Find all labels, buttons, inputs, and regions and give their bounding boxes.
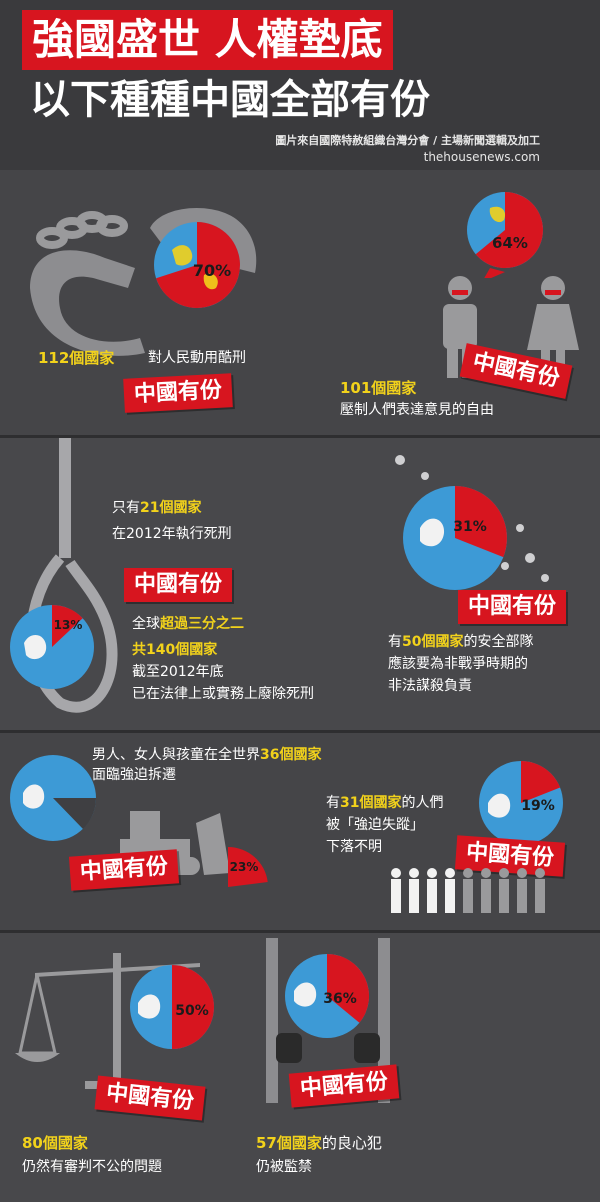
globe-torture: 70% — [154, 222, 240, 308]
title-banner: 強國盛世 人權墊底 — [22, 10, 393, 70]
percent-prisoners: 36% — [323, 991, 357, 1007]
death-line2: 在2012年執行死刑 — [112, 526, 232, 542]
killing-line3: 非法謀殺負責 — [388, 678, 472, 694]
killing-line1-num: 50個國家 — [402, 634, 464, 650]
death-line3-pre: 全球 — [132, 616, 160, 632]
killing-line1-pre: 有 — [388, 634, 402, 650]
globe-trial: 50% — [130, 965, 214, 1049]
divider — [0, 435, 600, 438]
disappear-line3: 下落不明 — [326, 839, 382, 855]
eviction-line1-pre: 男人、女人與孩童在全世界 — [92, 747, 260, 763]
section-eviction-disappearance: 23% 男人、女人與孩童在全世界36個國家 面臨強迫拆遷 中國有份 19% 有3… — [0, 733, 600, 930]
globe-prisoners: 36% — [285, 953, 370, 1038]
count-prisoners-post: 的良心犯 — [321, 1134, 382, 1152]
death-line3-hl: 超過三分之二 — [160, 616, 244, 632]
section-trial-prisoners: 50% 中國有份 80個國家 仍然有審判不公的問題 36% 中國有份 57個國家… — [0, 933, 600, 1202]
percent-trial: 50% — [175, 1003, 209, 1019]
percent-disappearance: 19% — [521, 798, 555, 814]
death-line5: 截至2012年底 — [132, 664, 224, 680]
count-torture: 112個國家 — [38, 349, 115, 367]
divider — [0, 930, 600, 933]
credit: 圖片來自國際特赦組織台灣分會 / 主場新聞選輯及加工 — [275, 134, 540, 147]
pie-eviction-wedge: 23% — [228, 847, 268, 887]
globe-disappearance: 19% — [479, 760, 563, 845]
count-trial: 80個國家 — [22, 1134, 88, 1152]
desc-speech: 壓制人們表達意見的自由 — [340, 402, 494, 418]
eviction-line1-num: 36個國家 — [260, 747, 322, 763]
eviction-line2: 面臨強迫拆遷 — [92, 767, 176, 783]
percent-eviction: 23% — [230, 860, 259, 874]
desc-trial: 仍然有審判不公的問題 — [22, 1159, 162, 1175]
killing-line1-post: 的安全部隊 — [463, 634, 534, 650]
site-url: thehousenews.com — [423, 150, 540, 164]
death-line1-num: 21個國家 — [140, 500, 202, 516]
percent-torture: 70% — [193, 261, 231, 280]
desc-torture: 對人民動用酷刑 — [148, 350, 246, 366]
percent-killing: 31% — [453, 519, 487, 535]
title-line2: 以下種種中國全部有份 — [30, 77, 430, 123]
count-speech: 101個國家 — [340, 379, 417, 397]
killing-line2: 應該要為非戰爭時期的 — [388, 656, 528, 672]
section-death-penalty: 13% 只有21個國家 在2012年執行死刑 中國有份 全球超過三分之二 共14… — [0, 438, 600, 730]
prison-bars-icon — [266, 938, 390, 1103]
handcuffs-icon — [30, 208, 257, 356]
header: 強國盛世 人權墊底 以下種種中國全部有份 圖片來自國際特赦組織台灣分會 / 主場… — [0, 0, 600, 170]
disappear-line2: 被「強迫失蹤」 — [326, 817, 424, 833]
bullet-holes-icon — [395, 455, 549, 582]
disappear-line1-num: 31個國家 — [340, 795, 402, 811]
people-row-icon — [391, 868, 545, 913]
percent-speech: 64% — [492, 234, 528, 252]
title-line1: 強國盛世 人權墊底 — [32, 15, 383, 64]
count-prisoners: 57個國家 — [256, 1134, 322, 1152]
desc-prisoners: 仍被監禁 — [256, 1159, 312, 1175]
tag-china-eviction: 中國有份 — [68, 849, 180, 891]
globe-eviction — [10, 755, 97, 841]
death-line1-pre: 只有 — [112, 500, 140, 516]
globe-death-penalty: 13% — [10, 605, 94, 689]
percent-death: 13% — [54, 618, 83, 632]
tag-china-death: 中國有份 — [124, 568, 233, 602]
death-line6: 已在法律上或實務上廢除死刑 — [132, 686, 314, 702]
tag-china-torture: 中國有份 — [123, 373, 233, 413]
tag-china-killing: 中國有份 — [458, 590, 567, 624]
globe-killing: 31% — [403, 486, 507, 590]
globe-speech: 64% — [467, 192, 543, 278]
section-torture-speech: 70% 112個國家 對人民動用酷刑 中國有份 64% — [0, 170, 600, 435]
disappear-line1-post: 的人們 — [401, 795, 444, 811]
death-line4: 共140個國家 — [132, 642, 218, 658]
divider — [0, 730, 600, 733]
disappear-line1-pre: 有 — [326, 795, 340, 811]
